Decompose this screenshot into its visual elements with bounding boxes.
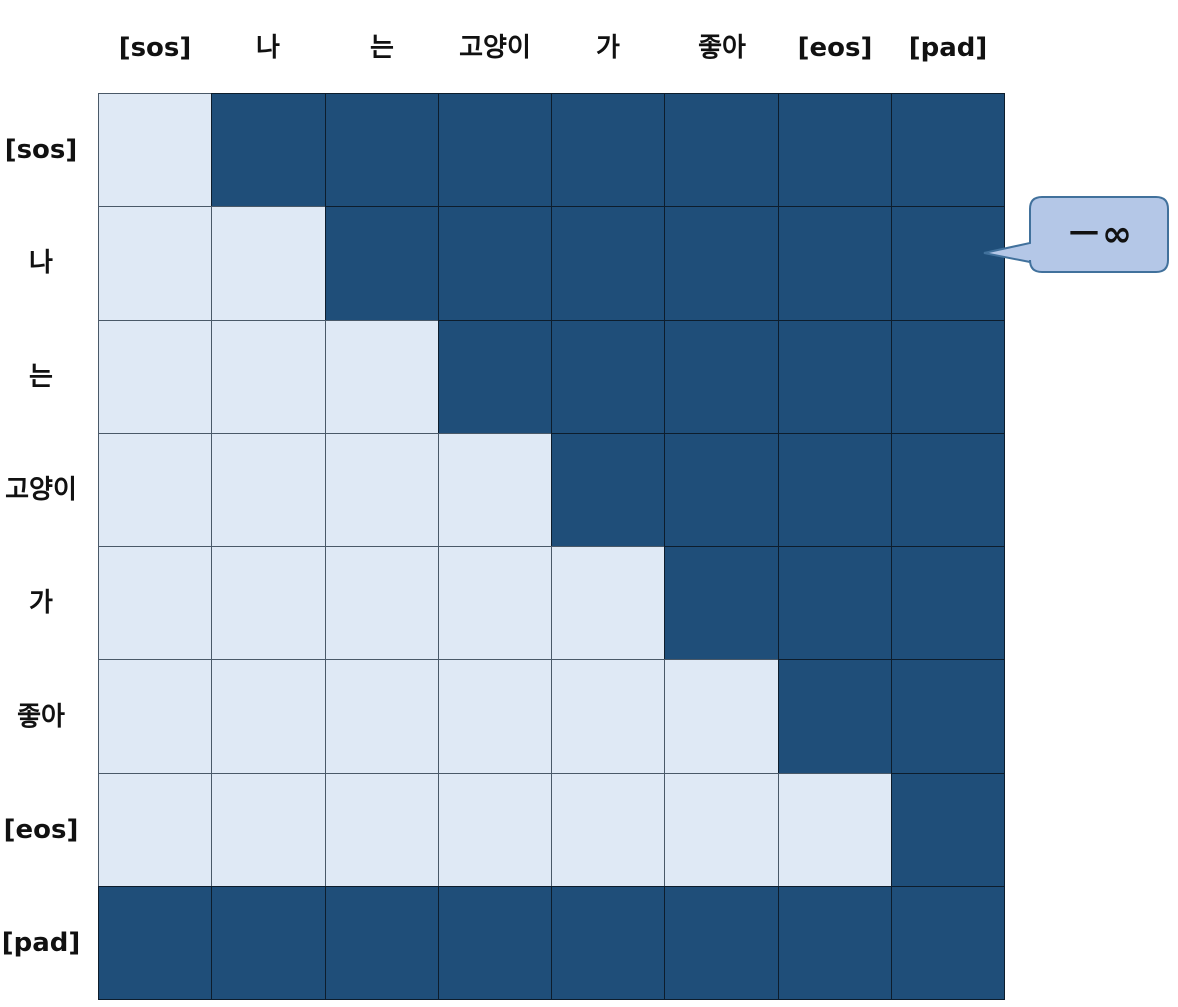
column-label-eos: [eos] <box>797 33 873 63</box>
mask-cell-allowed <box>211 319 325 433</box>
mask-cell-allowed <box>211 772 325 886</box>
mask-cell-masked <box>437 206 551 320</box>
mask-cell-allowed <box>98 432 212 546</box>
mask-cell-masked <box>664 885 778 999</box>
column-label-joa: 좋아 <box>698 33 746 63</box>
mask-cell-allowed <box>324 772 438 886</box>
mask-cell-masked <box>890 319 1004 433</box>
mask-cell-allowed <box>211 206 325 320</box>
mask-cell-allowed <box>437 772 551 886</box>
mask-cell-allowed <box>98 772 212 886</box>
mask-cell-allowed <box>211 432 325 546</box>
mask-cell-allowed <box>98 546 212 660</box>
mask-cell-allowed <box>664 659 778 773</box>
mask-cell-masked <box>777 546 891 660</box>
mask-cell-masked <box>777 659 891 773</box>
mask-cell-masked <box>211 93 325 207</box>
mask-cell-masked <box>777 319 891 433</box>
mask-cell-masked <box>324 93 438 207</box>
mask-cell-allowed <box>324 432 438 546</box>
mask-cell-masked <box>890 885 1004 999</box>
row-label-na: 나 <box>29 248 53 278</box>
mask-cell-allowed <box>98 659 212 773</box>
mask-cell-allowed <box>437 659 551 773</box>
mask-cell-allowed <box>777 772 891 886</box>
row-label-joa: 좋아 <box>17 702 65 732</box>
mask-cell-masked <box>890 546 1004 660</box>
mask-cell-masked <box>777 885 891 999</box>
mask-cell-masked <box>777 206 891 320</box>
row-label-goyangi: 고양이 <box>5 475 77 505</box>
callout-bubble <box>983 196 1169 273</box>
mask-cell-masked <box>551 206 665 320</box>
mask-cell-masked <box>890 772 1004 886</box>
mask-cell-masked <box>551 93 665 207</box>
mask-cell-masked <box>551 432 665 546</box>
row-label-eos: [eos] <box>3 815 79 845</box>
column-label-sos: [sos] <box>118 33 192 63</box>
row-label-sos: [sos] <box>4 135 78 165</box>
mask-cell-masked <box>890 93 1004 207</box>
mask-cell-masked <box>890 659 1004 773</box>
mask-cell-masked <box>211 885 325 999</box>
mask-cell-masked <box>777 93 891 207</box>
mask-cell-masked <box>551 885 665 999</box>
mask-cell-masked <box>664 319 778 433</box>
mask-cell-masked <box>890 206 1004 320</box>
mask-cell-masked <box>664 432 778 546</box>
mask-cell-masked <box>324 206 438 320</box>
mask-cell-allowed <box>211 659 325 773</box>
mask-cell-masked <box>664 93 778 207</box>
mask-cell-allowed <box>551 546 665 660</box>
row-label-neun: 는 <box>29 362 53 392</box>
mask-cell-allowed <box>98 93 212 207</box>
mask-cell-masked <box>437 319 551 433</box>
mask-cell-allowed <box>551 659 665 773</box>
row-label-ga: 가 <box>29 588 53 618</box>
mask-cell-masked <box>437 93 551 207</box>
column-label-neun: 는 <box>370 33 394 63</box>
mask-cell-allowed <box>324 319 438 433</box>
mask-cell-allowed <box>551 772 665 886</box>
mask-cell-masked <box>664 546 778 660</box>
column-label-pad: [pad] <box>908 33 988 63</box>
mask-cell-masked <box>551 319 665 433</box>
mask-cell-allowed <box>437 432 551 546</box>
mask-cell-masked <box>664 206 778 320</box>
mask-cell-allowed <box>664 772 778 886</box>
mask-cell-masked <box>890 432 1004 546</box>
mask-cell-masked <box>777 432 891 546</box>
mask-cell-allowed <box>211 546 325 660</box>
mask-cell-allowed <box>98 206 212 320</box>
row-label-pad: [pad] <box>1 928 81 958</box>
mask-cell-allowed <box>324 659 438 773</box>
mask-cell-masked <box>324 885 438 999</box>
column-label-na: 나 <box>256 33 280 63</box>
attention-mask-grid <box>98 93 1005 1000</box>
negative-infinity-label: －∞ <box>1066 214 1132 255</box>
column-label-goyangi: 고양이 <box>459 33 531 63</box>
column-label-ga: 가 <box>596 33 620 63</box>
mask-cell-masked <box>437 885 551 999</box>
mask-cell-allowed <box>437 546 551 660</box>
mask-cell-allowed <box>324 546 438 660</box>
mask-cell-masked <box>98 885 212 999</box>
mask-cell-allowed <box>98 319 212 433</box>
